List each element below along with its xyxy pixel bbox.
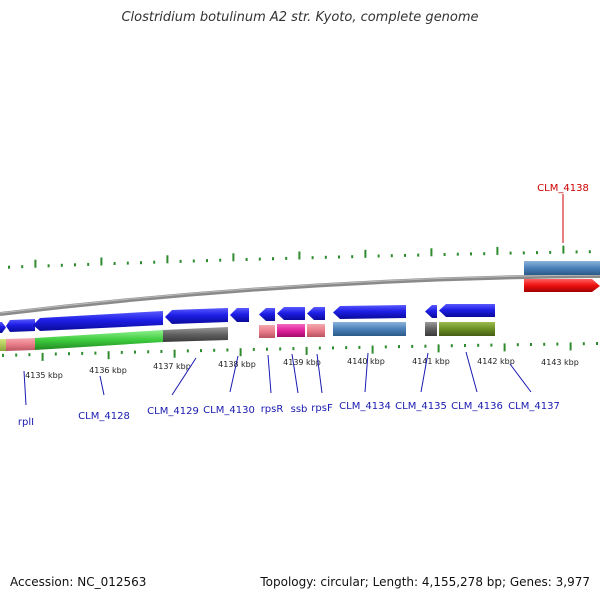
forward-strand-track (0, 304, 495, 333)
leader-line-clm4135 (420, 352, 429, 393)
feature-bar-clm4138[interactable] (524, 261, 600, 275)
gene-arrow-ssb[interactable] (277, 307, 305, 320)
scale-label-t4137: 4137 kbp (153, 362, 191, 371)
feature-bar-lime (0, 339, 6, 351)
leader-line-rpsr (267, 354, 272, 394)
gene-arrow-rpsf[interactable] (307, 307, 325, 320)
gene-label-clm4129[interactable]: CLM_4129 (147, 406, 199, 417)
gene-label-ssb[interactable]: ssb (291, 404, 308, 415)
feature-bar-clm4135 (425, 322, 437, 336)
scale-labels: 4135 kbp 4136 kbp 4137 kbp 4138 kbp 4139 kbp… (25, 357, 579, 380)
outer-tick-track (8, 245, 591, 269)
scale-label-t4138: 4138 kbp (218, 360, 256, 369)
gene-label-clm4137[interactable]: CLM_4137 (508, 401, 560, 412)
clm4138-features (524, 261, 600, 292)
leader-line-clm4128 (99, 375, 105, 396)
genome-backbone (0, 274, 600, 316)
scale-label-t4141: 4141 kbp (412, 357, 450, 366)
leader-line-clm4137 (509, 363, 532, 393)
gene-label-clm4135[interactable]: CLM_4135 (395, 401, 447, 412)
genome-summary-text: Topology: circular; Length: 4,155,278 bp… (260, 575, 590, 589)
feature-bar-clm4129 (163, 327, 228, 342)
gene-arrow-clm4138[interactable] (524, 279, 600, 292)
leader-line-rpll (23, 370, 27, 406)
feature-bar-clm4128 (35, 330, 163, 350)
gene-arrow-rpll[interactable] (6, 319, 35, 332)
gene-label-rpll[interactable]: rplI (18, 417, 34, 428)
feature-bar-track (0, 322, 495, 351)
label-leader-lines (23, 194, 564, 406)
genome-backbone-highlight (0, 274, 600, 314)
feature-bar-rpsr (259, 325, 275, 338)
gene-arrow-clm4128[interactable] (33, 311, 163, 331)
gene-arrow-clm4134[interactable] (333, 305, 406, 319)
gene-arrow-rpsr[interactable] (259, 308, 275, 321)
leader-line-clm4130 (229, 355, 239, 393)
scale-label-t4136: 4136 kbp (89, 366, 127, 375)
gene-label-clm4136[interactable]: CLM_4136 (451, 401, 503, 412)
accession-text: Accession: NC_012563 (10, 575, 147, 589)
scale-label-t4140: 4140 kbp (347, 357, 385, 366)
gene-label-clm4128[interactable]: CLM_4128 (78, 411, 130, 422)
feature-bar-ssb (277, 324, 305, 337)
feature-bar-rpsf (307, 324, 325, 337)
inner-tick-track (2, 342, 598, 361)
gene-arrow-forward[interactable] (0, 322, 6, 333)
leader-line-clm4134 (364, 352, 369, 393)
gene-arrow-clm4135[interactable] (425, 305, 437, 318)
leader-line-rpsf (316, 353, 323, 394)
gene-arrow-clm4130[interactable] (230, 308, 249, 322)
leader-line-clm4136 (465, 351, 478, 393)
gene-arrow-clm4136[interactable] (439, 304, 495, 317)
leader-line-ssb (291, 353, 299, 394)
feature-bar-clm4134 (333, 322, 406, 336)
feature-bar-rpll (6, 338, 35, 351)
feature-bar-clm4136 (439, 322, 495, 336)
scale-label-t4143: 4143 kbp (541, 358, 579, 367)
map-title: Clostridium botulinum A2 str. Kyoto, com… (121, 10, 479, 25)
gene-label-clm4138[interactable]: CLM_4138 (537, 183, 589, 194)
gene-label-rpsr[interactable]: rpsR (261, 404, 284, 415)
gene-label-clm4130[interactable]: CLM_4130 (203, 405, 255, 416)
gene-labels: rplI CLM_4128 CLM_4129 CLM_4130 rpsR ssb rpsF C… (18, 183, 589, 428)
gene-label-clm4134[interactable]: CLM_4134 (339, 401, 391, 412)
scale-label-t4139: 4139 kbp (283, 358, 321, 367)
scale-label-t4142: 4142 kbp (477, 357, 515, 366)
leader-line-clm4129 (171, 357, 197, 396)
gene-label-rpsf[interactable]: rpsF (311, 403, 333, 414)
gene-arrow-clm4129[interactable] (165, 308, 228, 324)
scale-label-t4135: 4135 kbp (25, 371, 63, 380)
